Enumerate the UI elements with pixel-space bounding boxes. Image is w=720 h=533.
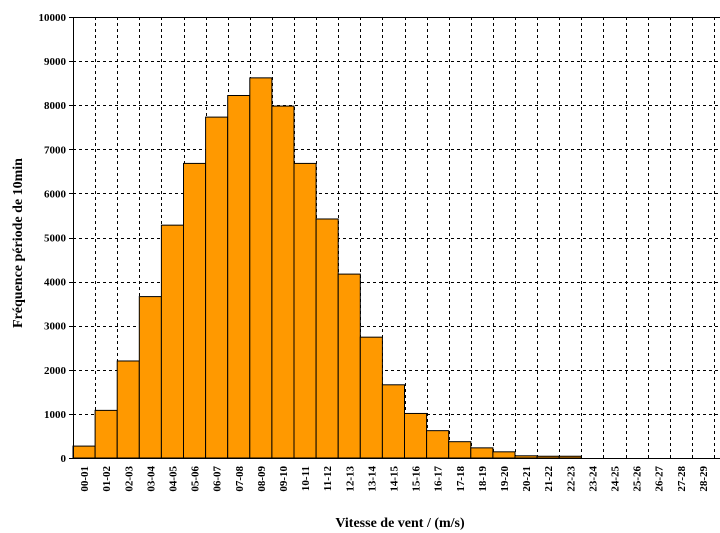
y-tick-label: 3000 — [44, 321, 67, 333]
y-tick-labels: 0 1000 2000 3000 4000 5000 6000 7000 8000 9000 100… — [39, 12, 67, 465]
x-tick-label-07-08: 07-08 — [234, 466, 246, 492]
x-tick-label-08-09: 08-09 — [256, 466, 268, 492]
bar-21-22 — [536, 455, 560, 459]
x-tick-label-18-19: 18-19 — [477, 466, 489, 492]
x-tick-labels: 00-01 01-02 02-03 03-04 04-05 05-06 06-07 07-08… — [79, 466, 720, 492]
x-tick-label-03-04: 03-04 — [145, 466, 157, 492]
x-tick-label-20-21: 20-21 — [521, 466, 533, 492]
bar-19-20 — [492, 451, 516, 459]
y-tick-label: 4000 — [44, 277, 67, 289]
bar-10-11 — [293, 162, 317, 459]
x-tick-label-14-15: 14-15 — [388, 466, 400, 492]
x-tick-label-06-07: 06-07 — [212, 466, 224, 492]
x-tick-label-22-23: 22-23 — [565, 466, 577, 492]
x-tick-label-13-14: 13-14 — [366, 466, 378, 492]
bar-11-12 — [315, 218, 339, 459]
y-tick-label: 7000 — [44, 144, 67, 156]
x-tick-label-01-02: 01-02 — [101, 466, 113, 492]
y-tick-label: 8000 — [44, 100, 67, 112]
x-tick-label-28-29: 28-29 — [698, 466, 710, 492]
bars — [72, 77, 582, 459]
bar-16-17 — [426, 430, 450, 459]
bar-00-01 — [72, 445, 96, 459]
bar-08-09 — [249, 77, 273, 459]
x-tick-label-19-20: 19-20 — [499, 466, 511, 492]
bar-02-03 — [116, 360, 140, 459]
bar-07-08 — [227, 94, 251, 459]
x-tick-label-04-05: 04-05 — [167, 466, 179, 492]
y-tick-label: 9000 — [44, 56, 67, 68]
x-tick-label-21-22: 21-22 — [543, 466, 555, 492]
y-tick-label: 2000 — [44, 365, 67, 377]
bar-22-23 — [558, 455, 582, 459]
y-axis-title: Fréquence période de 10min — [11, 158, 26, 328]
bar-20-21 — [514, 455, 538, 459]
bar-05-06 — [183, 162, 207, 459]
axes — [69, 17, 720, 459]
x-tick-label-12-13: 12-13 — [344, 466, 356, 492]
x-tick-label-26-27: 26-27 — [654, 466, 666, 492]
y-tick-label: 1000 — [44, 409, 67, 421]
bar-13-14 — [359, 336, 383, 459]
x-axis-title: Vitesse de vent / (m/s) — [335, 516, 465, 531]
x-tick-label-05-06: 05-06 — [190, 466, 202, 492]
bar-18-19 — [470, 447, 494, 459]
x-tick-label-11-12: 11-12 — [322, 466, 334, 492]
y-tick-label: 5000 — [44, 233, 67, 245]
x-tick-label-09-10: 09-10 — [278, 466, 290, 492]
x-tick-label-02-03: 02-03 — [123, 466, 135, 492]
bar-17-18 — [448, 441, 472, 459]
x-tick-label-17-18: 17-18 — [455, 466, 467, 492]
y-tick-label: 6000 — [44, 188, 67, 200]
bar-12-13 — [337, 273, 361, 459]
x-tick-label-27-28: 27-28 — [676, 466, 688, 492]
bar-14-15 — [381, 384, 405, 459]
bar-15-16 — [404, 412, 428, 459]
bar-04-05 — [160, 224, 184, 459]
x-tick-label-16-17: 16-17 — [433, 466, 445, 492]
x-tick-label-15-16: 15-16 — [411, 466, 423, 492]
x-tick-label-25-26: 25-26 — [632, 466, 644, 492]
bar-09-10 — [271, 105, 295, 459]
y-tick-label: 0 — [61, 453, 67, 465]
x-tick-label-23-24: 23-24 — [587, 466, 599, 492]
x-tick-label-00-01: 00-01 — [79, 466, 91, 492]
bar-03-04 — [138, 296, 162, 459]
y-tick-label: 10000 — [39, 12, 67, 24]
bar-01-02 — [94, 409, 118, 459]
x-tick-label-24-25: 24-25 — [609, 466, 621, 492]
x-tick-label-10-11: 10-11 — [300, 466, 312, 491]
bar-06-07 — [205, 116, 229, 459]
